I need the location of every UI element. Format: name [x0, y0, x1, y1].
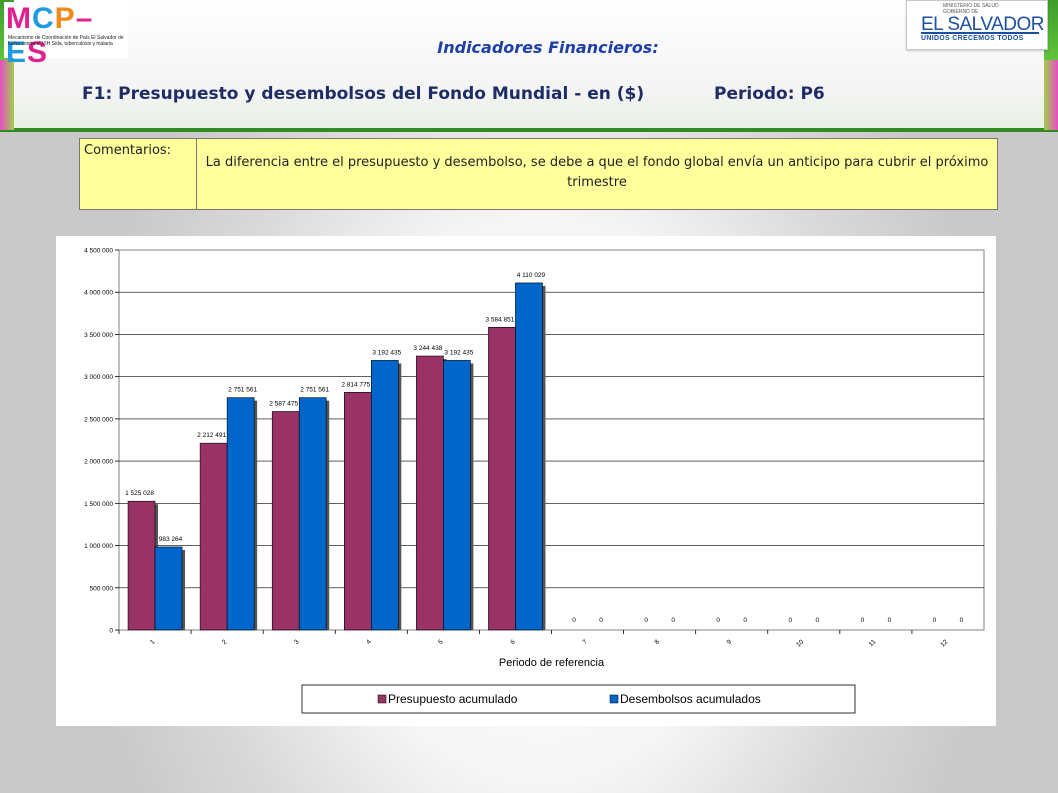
data-label: 2 751 561 [228, 387, 257, 394]
header-banner [0, 0, 1058, 132]
page-title: Indicadores Financieros: [437, 38, 659, 57]
y-tick-label: 2 500 000 [84, 416, 113, 423]
x-tick-label: 2 [221, 638, 229, 646]
data-label: 0 [788, 617, 792, 624]
data-label: 2 212 491 [197, 432, 226, 439]
bar-desembolsos [226, 397, 255, 631]
x-tick-label: 3 [293, 638, 301, 646]
data-label: 2 751 561 [300, 387, 329, 394]
y-tick-label: 4 500 000 [84, 248, 113, 255]
x-tick-label: 12 [939, 638, 949, 648]
el-salvador-logo: MINISTERIO DE SALUD GOBIERNO DE EL SALVA… [906, 0, 1048, 50]
comments-text: La diferencia entre el presupuesto y des… [205, 155, 989, 190]
bar-desembolsos [298, 397, 327, 631]
x-tick-label: 4 [365, 638, 373, 646]
x-tick-label: 8 [654, 638, 662, 646]
plot-area [118, 249, 985, 631]
bar-presupuesto [271, 411, 300, 631]
y-tick-label: 3 000 000 [84, 374, 113, 381]
data-label: 0 [671, 617, 675, 624]
x-axis-title: Periodo de referencia [499, 657, 605, 669]
y-tick-label: 1 000 000 [84, 543, 113, 550]
logo-tagline: Mecanismo de Coordinación de País El Sal… [8, 35, 124, 47]
y-tick-label: 2 000 000 [84, 459, 113, 466]
comments-box: Comentarios: La diferencia entre el pres… [79, 138, 998, 210]
comments-label: Comentarios: [80, 139, 197, 209]
x-tick-label: 11 [868, 638, 878, 648]
data-label: 0 [960, 617, 964, 624]
legend-label: Presupuesto acumulado [388, 692, 518, 706]
bar-desembolsos [370, 360, 399, 631]
legend-label: Desembolsos acumulados [620, 692, 761, 706]
y-tick-label: 4 000 000 [84, 290, 113, 297]
data-label: 0 [644, 617, 648, 624]
data-label: 4 110 029 [517, 272, 546, 279]
chart-area: 0 500 000 1 000 000 1 500 000 2 000 000 2 500… [56, 236, 996, 726]
legend-swatch-presupuesto [377, 694, 387, 704]
data-label: 2 587 475 [269, 401, 298, 408]
data-label: 3 584 851 [485, 316, 514, 323]
ministry-label: MINISTERIO DE SALUD [943, 3, 999, 9]
data-label: 3 192 435 [372, 349, 401, 356]
data-label: 0 [599, 617, 603, 624]
bar-presupuesto [127, 500, 156, 631]
header-panel [14, 0, 1044, 128]
bar-presupuesto [199, 442, 228, 631]
motto-label: UNIDOS CRECEMOS TODOS [921, 35, 1024, 42]
right-decor-stripe [1044, 60, 1058, 130]
y-tick-label: 500 000 [90, 585, 114, 592]
gob-label: GOBIERNO DE [943, 9, 979, 15]
x-tick-label: 10 [795, 638, 805, 648]
data-label: 1 525 028 [125, 490, 154, 497]
data-label: 0 [815, 617, 819, 624]
period-label: Periodo: P6 [714, 84, 825, 104]
legend-swatch-desembolsos [609, 694, 619, 704]
data-label: 0 [716, 617, 720, 624]
legend-box [301, 684, 856, 714]
bar-desembolsos [443, 360, 471, 631]
x-tick-label: 1 [149, 638, 157, 646]
bar-presupuesto [416, 355, 444, 631]
y-tick-label: 3 500 000 [84, 332, 113, 339]
bar-presupuesto [343, 392, 372, 631]
data-label: 3 192 435 [444, 349, 473, 356]
mcp-es-logo: MCP–ES Mecanismo de Coordinación de País… [4, 2, 128, 69]
data-label: 0 [743, 617, 747, 624]
left-decor-stripe [0, 60, 14, 130]
data-label: 0 [861, 617, 865, 624]
data-label: 0 [572, 617, 576, 624]
x-tick-label: 9 [726, 638, 734, 646]
page-subtitle: F1: Presupuesto y desembolsos del Fondo … [82, 84, 645, 104]
x-tick-label: 5 [437, 638, 445, 646]
data-label: 2 814 775 [341, 381, 370, 388]
y-tick-label: 0 [109, 628, 113, 635]
data-label: 3 244 438 [413, 345, 442, 352]
data-label: 0 [888, 617, 892, 624]
bar-desembolsos [154, 546, 183, 631]
data-label: 983 264 [159, 536, 183, 543]
logo-underline [921, 32, 1039, 34]
logo-wordmark: MCP–ES [6, 2, 94, 69]
bar-desembolsos [515, 282, 543, 631]
data-label: 0 [933, 617, 937, 624]
y-tick-label: 1 500 000 [84, 501, 113, 508]
x-tick-label: 7 [581, 638, 589, 646]
x-tick-label: 6 [509, 638, 517, 646]
country-label: EL SALVADOR [921, 14, 1044, 35]
bar-presupuesto [488, 326, 516, 631]
